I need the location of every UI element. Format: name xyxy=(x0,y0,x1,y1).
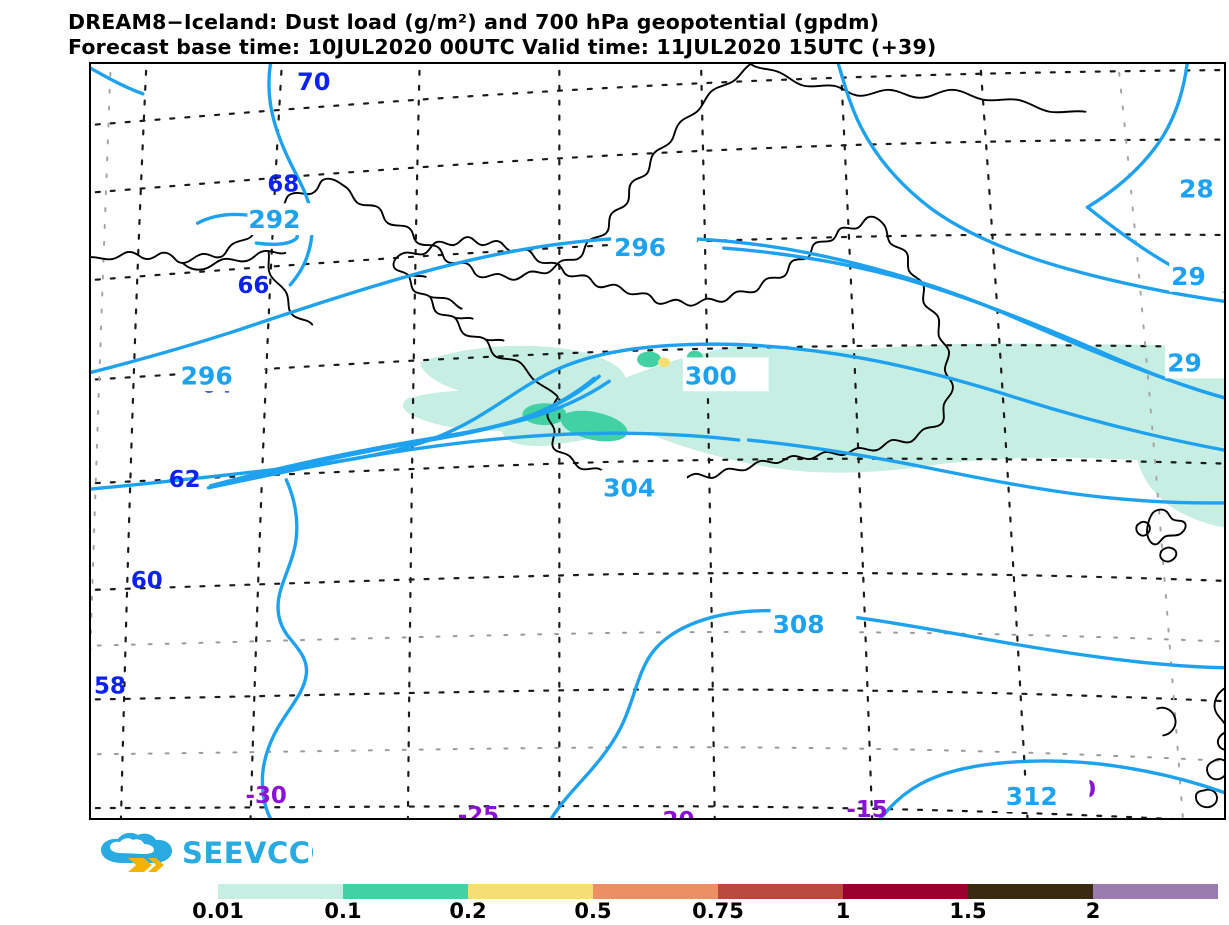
lon-label--15: -15 xyxy=(846,797,887,818)
colorbar-tick-0: 0.01 xyxy=(192,899,244,923)
contour-304 xyxy=(91,342,1224,491)
lat-label-62: 62 xyxy=(169,467,201,493)
contour-300-main xyxy=(206,431,741,490)
lat-label-68: 68 xyxy=(267,171,299,197)
colorbar-tick-5: 1 xyxy=(835,899,851,923)
chart-title-line-1: DREAM8−Iceland: Dust load (g/m²) and 700… xyxy=(68,10,880,34)
contour-label-312: 312 xyxy=(1006,782,1058,811)
colorbar-segment-7 xyxy=(1093,884,1218,899)
lon-line-faint-a xyxy=(1117,64,1184,818)
map-canvas: 70 68 66 64 62 60 58 -30 -25 -20 -15 -10 xyxy=(91,64,1224,818)
lon-label--25: -25 xyxy=(458,803,499,818)
colorbar-segment-2 xyxy=(468,884,593,899)
lat-line-66 xyxy=(91,233,1224,282)
lat-line-64 xyxy=(91,344,1224,381)
contour-label-300: 300 xyxy=(685,361,737,390)
seevccc-logo-text: SEEVCCC xyxy=(182,836,313,870)
colorbar-segment-4 xyxy=(718,884,843,899)
contour-label-296-clipped: 29 xyxy=(1167,348,1202,377)
contour-292-north xyxy=(267,64,314,287)
contour-292-lower xyxy=(91,66,145,96)
arrow-icon xyxy=(128,858,164,872)
dust-region-0.01 xyxy=(501,343,1224,473)
chart-title-line-2: Forecast base time: 10JUL2020 00UTC Vali… xyxy=(68,35,937,59)
colorbar-segment-3 xyxy=(593,884,718,899)
contour-labels: 292 296 296 300 304 308 312 28 xyxy=(178,65,1224,813)
colorbar-tick-6: 1.5 xyxy=(949,899,987,923)
graticule-latitude xyxy=(91,68,1224,818)
lon-line--10 xyxy=(839,64,874,818)
dust-core-c xyxy=(637,351,661,368)
colorbar-legend: 0.01 0.1 0.2 0.5 0.75 1 1.5 2 xyxy=(0,884,1229,925)
contour-308 xyxy=(549,608,1224,818)
seevccc-logo[interactable]: SEEVCCC xyxy=(98,832,313,874)
coastline-greenland-n xyxy=(749,64,1087,114)
graticule-longitude-faint xyxy=(91,64,1184,818)
colorbar-tick-3: 0.5 xyxy=(574,899,612,923)
coastline-iceland-westfjords-detail xyxy=(406,273,505,342)
lat-line-68 xyxy=(91,138,1224,194)
contour-label-292-clipped: 29 xyxy=(1171,262,1206,291)
coastline-greenland xyxy=(91,64,752,281)
lat-line-faint-a xyxy=(91,630,1224,647)
lon-label--20: -20 xyxy=(653,808,694,818)
coastline-iceland xyxy=(392,215,954,484)
cloud-icon xyxy=(101,832,172,863)
colorbar-strip xyxy=(218,884,1218,899)
contour-288-upper xyxy=(1085,64,1189,209)
coastline-scotland-mainland xyxy=(1213,687,1224,725)
contour-label-304: 304 xyxy=(603,474,655,503)
lat-label-60: 60 xyxy=(131,568,163,594)
lat-label-58: 58 xyxy=(94,674,126,700)
lon-line--25 xyxy=(406,64,421,818)
colorbar-tick-2: 0.2 xyxy=(449,899,487,923)
contour-304-arc xyxy=(260,478,309,818)
lat-label-70-overlay: 70 xyxy=(297,68,331,96)
lon-line-faint-b xyxy=(91,64,112,660)
contour-label-296: 296 xyxy=(614,233,666,262)
colorbar-segment-6 xyxy=(968,884,1093,899)
seevccc-logo-svg: SEEVCCC xyxy=(101,832,313,872)
contour-label-296-b: 296 xyxy=(181,361,233,390)
contour-312 xyxy=(879,759,1224,818)
lat-line-60 xyxy=(91,571,1224,591)
lon-label--30: -30 xyxy=(245,783,286,809)
coastline-greenland-inland xyxy=(181,249,287,271)
dust-core-e xyxy=(657,357,670,368)
colorbar-segment-0 xyxy=(218,884,343,899)
coastline-faroe-islands xyxy=(1135,508,1187,563)
lon-line--15 xyxy=(699,64,716,818)
longitude-labels: -30 -25 -20 -15 -10 xyxy=(245,777,1096,818)
lat-line-70 xyxy=(91,68,1224,126)
colorbar-segment-5 xyxy=(843,884,968,899)
map-plot-area: 70 68 66 64 62 60 58 -30 -25 -20 -15 -10 xyxy=(89,62,1226,820)
contour-288-right xyxy=(836,64,1224,304)
lat-line-58 xyxy=(91,688,1224,703)
coastline-layer xyxy=(91,64,1224,809)
contour-label-308: 308 xyxy=(773,610,825,639)
lat-line-62 xyxy=(91,457,1224,485)
colorbar-tick-4: 0.75 xyxy=(692,899,744,923)
lat-label-66: 66 xyxy=(237,273,269,299)
coastline-greenland-fjords xyxy=(267,250,314,326)
colorbar-segment-1 xyxy=(343,884,468,899)
lat-line-56 xyxy=(91,804,1175,818)
dust-region-0.01-b xyxy=(419,345,626,405)
chart-title-block: DREAM8−Iceland: Dust load (g/m²) and 700… xyxy=(68,10,1228,60)
contour-300-real xyxy=(206,376,596,490)
lon-line--5 xyxy=(979,64,1029,818)
colorbar-tick-1: 0.1 xyxy=(324,899,362,923)
coastline-right-edge-b xyxy=(1156,706,1177,737)
contour-300-east xyxy=(746,438,1224,505)
colorbar-ticks: 0.01 0.1 0.2 0.5 0.75 1 1.5 2 xyxy=(0,899,1229,925)
contour-label-292: 292 xyxy=(248,205,300,234)
colorbar-tick-7: 2 xyxy=(1085,899,1101,923)
lat-line-faint-b xyxy=(91,746,1224,762)
lon-line--35 xyxy=(119,64,148,818)
contour-label-288-clipped: 28 xyxy=(1179,174,1214,203)
contour-296-mid xyxy=(722,246,1224,400)
